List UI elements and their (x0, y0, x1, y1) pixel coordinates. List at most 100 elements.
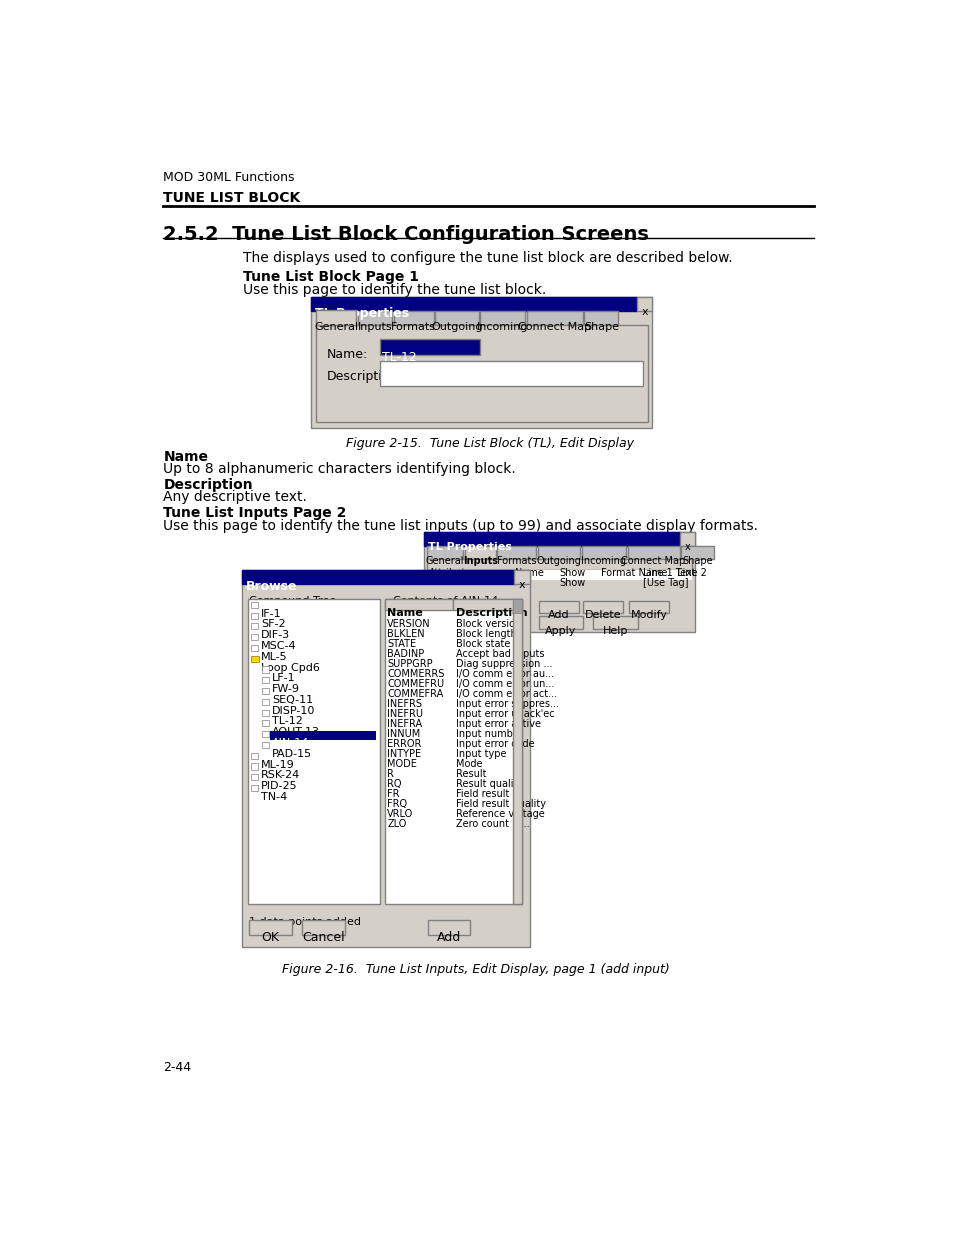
Text: OK: OK (444, 626, 460, 636)
Text: Inputs: Inputs (357, 322, 392, 332)
Bar (435, 311, 478, 325)
Bar (537, 546, 579, 558)
Text: Any descriptive text.: Any descriptive text. (163, 490, 307, 504)
Text: Description: Description (456, 608, 527, 618)
Text: INTYPE: INTYPE (387, 748, 421, 758)
Text: Format Name: Format Name (599, 568, 666, 578)
Text: LF-1: LF-1 (272, 673, 295, 683)
Text: Show: Show (558, 578, 585, 588)
Text: Input error active: Input error active (456, 719, 540, 729)
Bar (480, 311, 525, 325)
Text: [Use Tag]: [Use Tag] (642, 578, 688, 588)
Text: Connect Map: Connect Map (517, 322, 591, 332)
Text: Outgoing: Outgoing (431, 322, 482, 332)
Bar (514, 571, 530, 584)
Text: Name: Name (163, 450, 208, 464)
Text: Description: Description (163, 478, 253, 492)
Bar (311, 296, 652, 427)
Text: Attribute: Attribute (428, 568, 472, 578)
Text: TL-12: TL-12 (381, 351, 416, 364)
Bar (497, 546, 536, 558)
Bar (251, 763, 257, 769)
Text: DIF-3: DIF-3 (261, 630, 290, 640)
Bar (302, 920, 344, 935)
Text: MODE: MODE (387, 758, 416, 769)
Bar (251, 624, 257, 630)
Text: Modify: Modify (630, 610, 667, 620)
Bar (513, 599, 521, 904)
Bar (582, 601, 622, 614)
Text: 1 data points added: 1 data points added (249, 916, 361, 926)
Bar (526, 311, 582, 325)
Text: Delete: Delete (584, 610, 620, 620)
Text: MSC-4: MSC-4 (261, 641, 296, 651)
Bar (637, 296, 652, 311)
Text: Add: Add (436, 931, 460, 945)
Bar (261, 688, 269, 694)
Text: Help: Help (602, 626, 627, 636)
Text: Block length: Block length (456, 629, 516, 638)
Text: ZLO: ZLO (387, 819, 406, 829)
Text: Block version: Block version (456, 619, 520, 629)
Text: TL-12: TL-12 (272, 716, 302, 726)
Bar (394, 311, 434, 325)
Text: BADINP: BADINP (387, 648, 424, 658)
Bar (464, 546, 496, 558)
Bar (627, 546, 679, 558)
Bar (357, 311, 392, 325)
Text: Show: Show (558, 568, 585, 578)
Text: MOD 30ML Functions: MOD 30ML Functions (163, 172, 294, 184)
Bar (251, 613, 257, 619)
Text: Connect Map: Connect Map (620, 556, 684, 566)
Text: VERSION: VERSION (387, 619, 431, 629)
Bar (427, 571, 691, 580)
Text: Figure 2-16.  Tune List Inputs, Edit Display, page 1 (add input): Figure 2-16. Tune List Inputs, Edit Disp… (281, 963, 669, 976)
Bar (315, 310, 356, 325)
Text: Name: Name (515, 568, 543, 578)
Text: Field result quality: Field result quality (456, 799, 545, 809)
Text: INEFRS: INEFRS (387, 699, 422, 709)
Text: BLKLEN: BLKLEN (387, 629, 425, 638)
Text: Loop Cpd6: Loop Cpd6 (261, 662, 319, 673)
Bar (423, 531, 695, 632)
Bar (680, 546, 713, 558)
Text: SF-2: SF-2 (261, 620, 285, 630)
Bar (583, 311, 618, 325)
Text: Shape: Shape (583, 322, 618, 332)
Text: FRQ: FRQ (387, 799, 407, 809)
Text: ML-19: ML-19 (261, 760, 294, 769)
Text: Zero count lo...: Zero count lo... (456, 819, 529, 829)
Text: COMMEFRA: COMMEFRA (387, 689, 443, 699)
Text: 2-44: 2-44 (163, 1061, 192, 1073)
Text: INEFRA: INEFRA (387, 719, 422, 729)
Text: PAD-15: PAD-15 (272, 748, 312, 758)
Bar (679, 531, 695, 546)
Text: RQ: RQ (387, 779, 401, 789)
Bar (251, 601, 257, 608)
Text: Use this page to identify the tune list inputs (up to 99) and associate display : Use this page to identify the tune list … (163, 519, 758, 532)
Text: 2.5.2  Tune List Block Configuration Screens: 2.5.2 Tune List Block Configuration Scre… (163, 225, 649, 245)
Bar (261, 699, 269, 705)
Bar (629, 601, 669, 614)
Text: x: x (518, 580, 525, 590)
Text: Cancel: Cancel (301, 931, 344, 945)
Text: Formats: Formats (391, 322, 436, 332)
Text: Use this page to identify the tune list block.: Use this page to identify the tune list … (243, 283, 546, 296)
Text: Field result: Field result (456, 789, 509, 799)
Bar (592, 616, 637, 629)
Text: I/O comm error act...: I/O comm error act... (456, 689, 557, 699)
Text: Block state: Block state (456, 638, 510, 648)
Bar (427, 559, 691, 571)
Text: Incoming: Incoming (580, 556, 625, 566)
Text: Outgoing: Outgoing (536, 556, 580, 566)
Text: Mode: Mode (456, 758, 481, 769)
Text: TL Properties: TL Properties (315, 306, 409, 320)
Text: Loop Cpd6-AIN-1...: Loop Cpd6-AIN-1... (428, 578, 518, 588)
Text: Input error suppres...: Input error suppres... (456, 699, 558, 709)
Bar (261, 731, 269, 737)
Text: ML-5: ML-5 (261, 652, 288, 662)
Bar (423, 531, 679, 546)
Bar (251, 785, 257, 792)
Text: The displays used to configure the tune list block are described below.: The displays used to configure the tune … (243, 252, 732, 266)
Bar (311, 296, 637, 311)
